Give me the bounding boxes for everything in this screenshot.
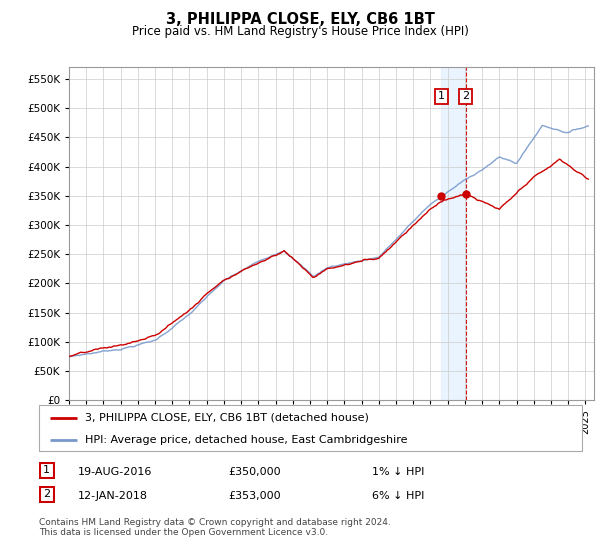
Text: 3, PHILIPPA CLOSE, ELY, CB6 1BT: 3, PHILIPPA CLOSE, ELY, CB6 1BT (166, 12, 434, 27)
Text: 2: 2 (462, 91, 469, 101)
Text: HPI: Average price, detached house, East Cambridgeshire: HPI: Average price, detached house, East… (85, 435, 407, 445)
Text: 19-AUG-2016: 19-AUG-2016 (78, 466, 152, 477)
Text: 6% ↓ HPI: 6% ↓ HPI (372, 491, 424, 501)
Text: 12-JAN-2018: 12-JAN-2018 (78, 491, 148, 501)
Text: 2: 2 (43, 489, 50, 500)
Text: £350,000: £350,000 (228, 466, 281, 477)
Text: 1: 1 (43, 465, 50, 475)
Bar (442, 67, 466, 400)
Text: 1% ↓ HPI: 1% ↓ HPI (372, 466, 424, 477)
Text: Contains HM Land Registry data © Crown copyright and database right 2024.
This d: Contains HM Land Registry data © Crown c… (39, 518, 391, 538)
Text: Price paid vs. HM Land Registry's House Price Index (HPI): Price paid vs. HM Land Registry's House … (131, 25, 469, 38)
Text: £353,000: £353,000 (228, 491, 281, 501)
Text: 3, PHILIPPA CLOSE, ELY, CB6 1BT (detached house): 3, PHILIPPA CLOSE, ELY, CB6 1BT (detache… (85, 413, 369, 423)
Text: 1: 1 (438, 91, 445, 101)
